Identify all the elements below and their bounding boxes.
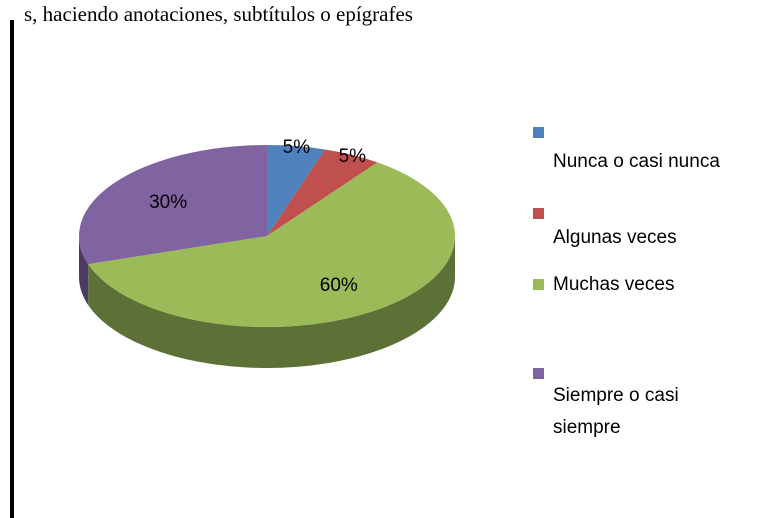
legend-swatch [533,279,544,290]
chart-title: s, haciendo anotaciones, subtítulos o ep… [24,2,413,26]
legend-label: Algunas veces [553,227,677,248]
data-label: 5% [283,137,311,158]
data-label: 5% [339,146,367,167]
data-label: 60% [320,275,358,296]
legend-label: Siempre o casi siempre [553,385,679,438]
legend-swatch [533,208,544,219]
data-label: 30% [149,192,187,213]
slice-side [88,236,455,369]
slice [267,149,378,236]
slice-side [79,236,89,306]
slice [78,145,267,265]
slice [267,145,326,236]
legend-swatch [533,127,544,138]
vertical-rule [10,20,14,518]
legend-label: Muchas veces [553,274,675,295]
slice [88,162,455,327]
legend-label: Nunca o casi nunca [553,151,720,172]
legend-swatch [533,368,544,379]
